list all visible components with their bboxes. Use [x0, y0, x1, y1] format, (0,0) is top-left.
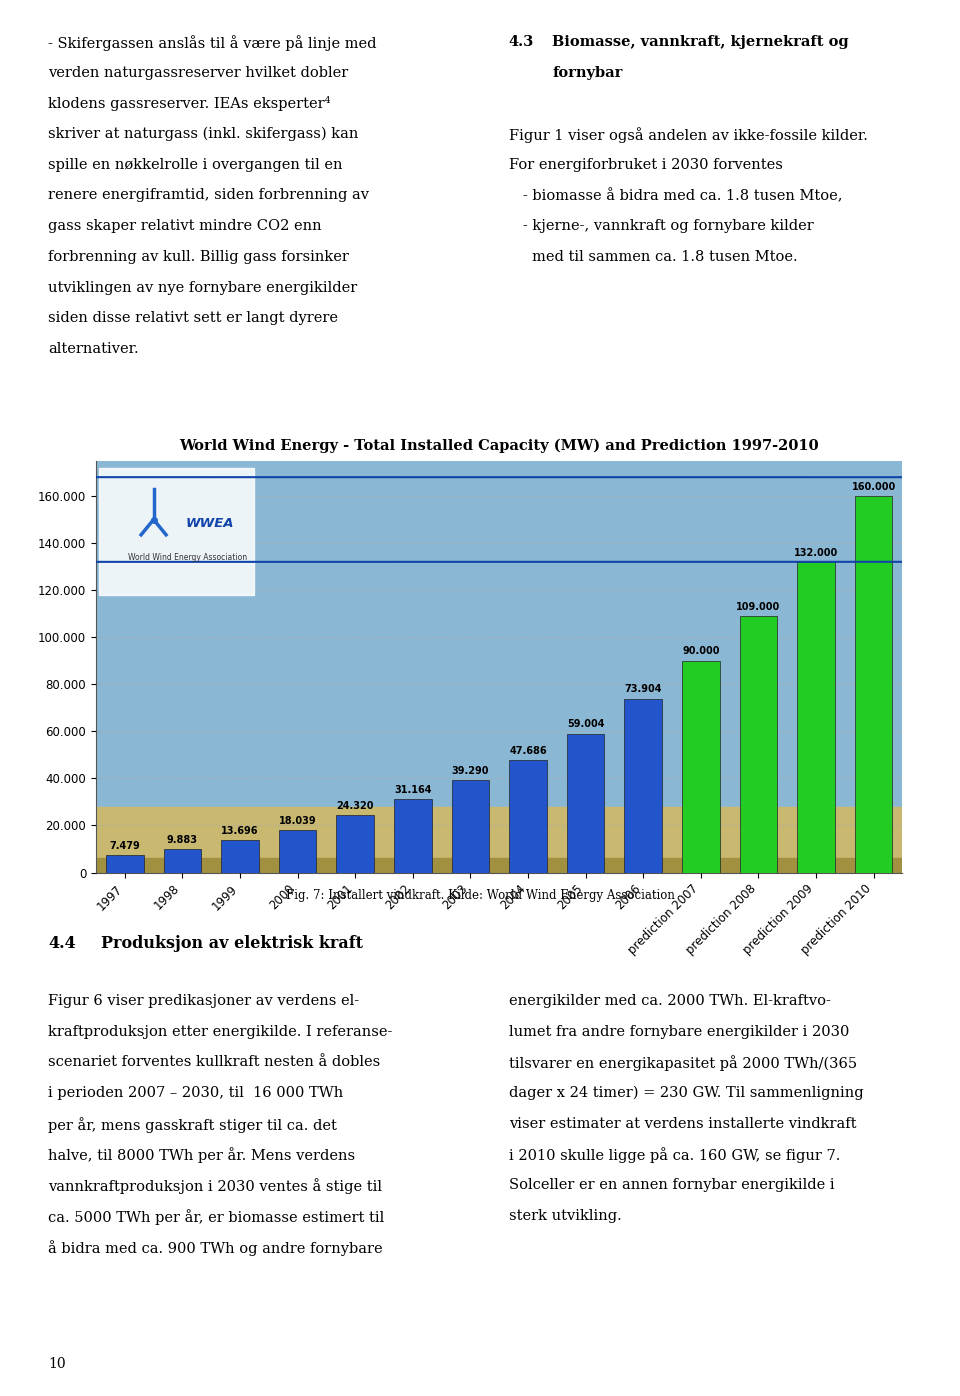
- Text: 132.000: 132.000: [794, 547, 838, 557]
- Text: 4.3: 4.3: [509, 35, 534, 49]
- Title: World Wind Energy - Total Installed Capacity (MW) and Prediction 1997-2010: World Wind Energy - Total Installed Capa…: [180, 438, 819, 452]
- Text: For energiforbruket i 2030 forventes: For energiforbruket i 2030 forventes: [509, 158, 782, 172]
- Text: 4.4: 4.4: [48, 935, 76, 952]
- Bar: [624, 698, 662, 872]
- Text: skriver at naturgass (inkl. skifergass) kan: skriver at naturgass (inkl. skifergass) …: [48, 127, 358, 141]
- Text: 109.000: 109.000: [736, 602, 780, 611]
- Text: Biomasse, vannkraft, kjernekraft og: Biomasse, vannkraft, kjernekraft og: [552, 35, 849, 49]
- Text: Figur 6 viser predikasjoner av verdens el-: Figur 6 viser predikasjoner av verdens e…: [48, 994, 359, 1008]
- Text: Fig. 7: Installert vindkraft. Kilde: World Wind Energy Association: Fig. 7: Installert vindkraft. Kilde: Wor…: [285, 889, 675, 902]
- Bar: [336, 815, 373, 872]
- Text: ca. 5000 TWh per år, er biomasse estimert til: ca. 5000 TWh per år, er biomasse estimer…: [48, 1209, 384, 1224]
- Text: 18.039: 18.039: [278, 815, 317, 826]
- Text: halve, til 8000 TWh per år. Mens verdens: halve, til 8000 TWh per år. Mens verdens: [48, 1148, 355, 1163]
- Text: renere energiframtid, siden forbrenning av: renere energiframtid, siden forbrenning …: [48, 188, 369, 202]
- Text: 160.000: 160.000: [852, 482, 896, 491]
- Text: 73.904: 73.904: [624, 684, 662, 694]
- Text: sterk utvikling.: sterk utvikling.: [509, 1209, 621, 1223]
- Text: 13.696: 13.696: [221, 826, 259, 836]
- Text: med til sammen ca. 1.8 tusen Mtoe.: med til sammen ca. 1.8 tusen Mtoe.: [509, 250, 798, 264]
- Text: 7.479: 7.479: [109, 840, 140, 850]
- Text: dager x 24 timer) = 230 GW. Til sammenligning: dager x 24 timer) = 230 GW. Til sammenli…: [509, 1086, 863, 1100]
- Text: å bidra med ca. 900 TWh og andre fornybare: å bidra med ca. 900 TWh og andre fornyba…: [48, 1240, 383, 1255]
- Text: energikilder med ca. 2000 TWh. El-kraftvo-: energikilder med ca. 2000 TWh. El-kraftv…: [509, 994, 830, 1008]
- Text: Produksjon av elektrisk kraft: Produksjon av elektrisk kraft: [101, 935, 363, 952]
- Bar: [99, 468, 254, 595]
- Bar: [854, 496, 892, 872]
- Text: forbrenning av kull. Billig gass forsinker: forbrenning av kull. Billig gass forsink…: [48, 250, 348, 264]
- Text: World Wind Energy Association: World Wind Energy Association: [128, 553, 247, 561]
- Text: - kjerne-, vannkraft og fornybare kilder: - kjerne-, vannkraft og fornybare kilder: [509, 219, 813, 233]
- Text: - biomasse å bidra med ca. 1.8 tusen Mtoe,: - biomasse å bidra med ca. 1.8 tusen Mto…: [509, 188, 842, 202]
- Bar: [221, 840, 258, 872]
- Text: vannkraftproduksjon i 2030 ventes å stige til: vannkraftproduksjon i 2030 ventes å stig…: [48, 1178, 382, 1194]
- Bar: [96, 859, 902, 872]
- Bar: [682, 660, 720, 872]
- Text: kraftproduksjon etter energikilde. I referanse-: kraftproduksjon etter energikilde. I ref…: [48, 1025, 393, 1039]
- Text: Figur 1 viser også andelen av ikke-fossile kilder.: Figur 1 viser også andelen av ikke-fossi…: [509, 127, 868, 142]
- Text: 90.000: 90.000: [682, 646, 720, 656]
- Text: 59.004: 59.004: [566, 719, 605, 730]
- Text: 9.883: 9.883: [167, 835, 198, 845]
- Text: 39.290: 39.290: [451, 766, 490, 776]
- Bar: [739, 616, 778, 872]
- Text: gass skaper relativt mindre CO2 enn: gass skaper relativt mindre CO2 enn: [48, 219, 322, 233]
- Bar: [106, 854, 143, 872]
- Text: lumet fra andre fornybare energikilder i 2030: lumet fra andre fornybare energikilder i…: [509, 1025, 850, 1039]
- Text: viser estimater at verdens installerte vindkraft: viser estimater at verdens installerte v…: [509, 1117, 856, 1131]
- Text: utviklingen av nye fornybare energikilder: utviklingen av nye fornybare energikilde…: [48, 281, 357, 295]
- Text: i 2010 skulle ligge på ca. 160 GW, se figur 7.: i 2010 skulle ligge på ca. 160 GW, se fi…: [509, 1148, 840, 1163]
- Text: - Skifergassen anslås til å være på linje med: - Skifergassen anslås til å være på linj…: [48, 35, 376, 50]
- Text: klodens gassreserver. IEAs eksperter⁴: klodens gassreserver. IEAs eksperter⁴: [48, 96, 330, 112]
- Bar: [394, 799, 431, 872]
- Text: alternativer.: alternativer.: [48, 342, 138, 356]
- Bar: [96, 807, 902, 872]
- Text: 47.686: 47.686: [509, 745, 547, 757]
- Text: spille en nøkkelrolle i overgangen til en: spille en nøkkelrolle i overgangen til e…: [48, 158, 343, 172]
- Text: per år, mens gasskraft stiger til ca. det: per år, mens gasskraft stiger til ca. de…: [48, 1117, 337, 1132]
- Text: fornybar: fornybar: [552, 66, 622, 80]
- Bar: [451, 780, 489, 872]
- Bar: [163, 849, 202, 872]
- Text: 10: 10: [48, 1357, 65, 1371]
- Text: i perioden 2007 – 2030, til  16 000 TWh: i perioden 2007 – 2030, til 16 000 TWh: [48, 1086, 344, 1100]
- Text: Solceller er en annen fornybar energikilde i: Solceller er en annen fornybar energikil…: [509, 1178, 834, 1192]
- Bar: [797, 561, 835, 872]
- Bar: [566, 734, 604, 872]
- Text: verden naturgassreserver hvilket dobler: verden naturgassreserver hvilket dobler: [48, 66, 348, 80]
- Text: siden disse relativt sett er langt dyrere: siden disse relativt sett er langt dyrer…: [48, 311, 338, 325]
- Bar: [278, 831, 317, 872]
- Text: WWEA: WWEA: [185, 517, 234, 529]
- Text: scenariet forventes kullkraft nesten å dobles: scenariet forventes kullkraft nesten å d…: [48, 1055, 380, 1069]
- Text: 24.320: 24.320: [336, 801, 374, 811]
- Text: 31.164: 31.164: [394, 785, 432, 794]
- Bar: [509, 761, 547, 872]
- Text: tilsvarer en energikapasitet på 2000 TWh/(365: tilsvarer en energikapasitet på 2000 TWh…: [509, 1055, 857, 1071]
